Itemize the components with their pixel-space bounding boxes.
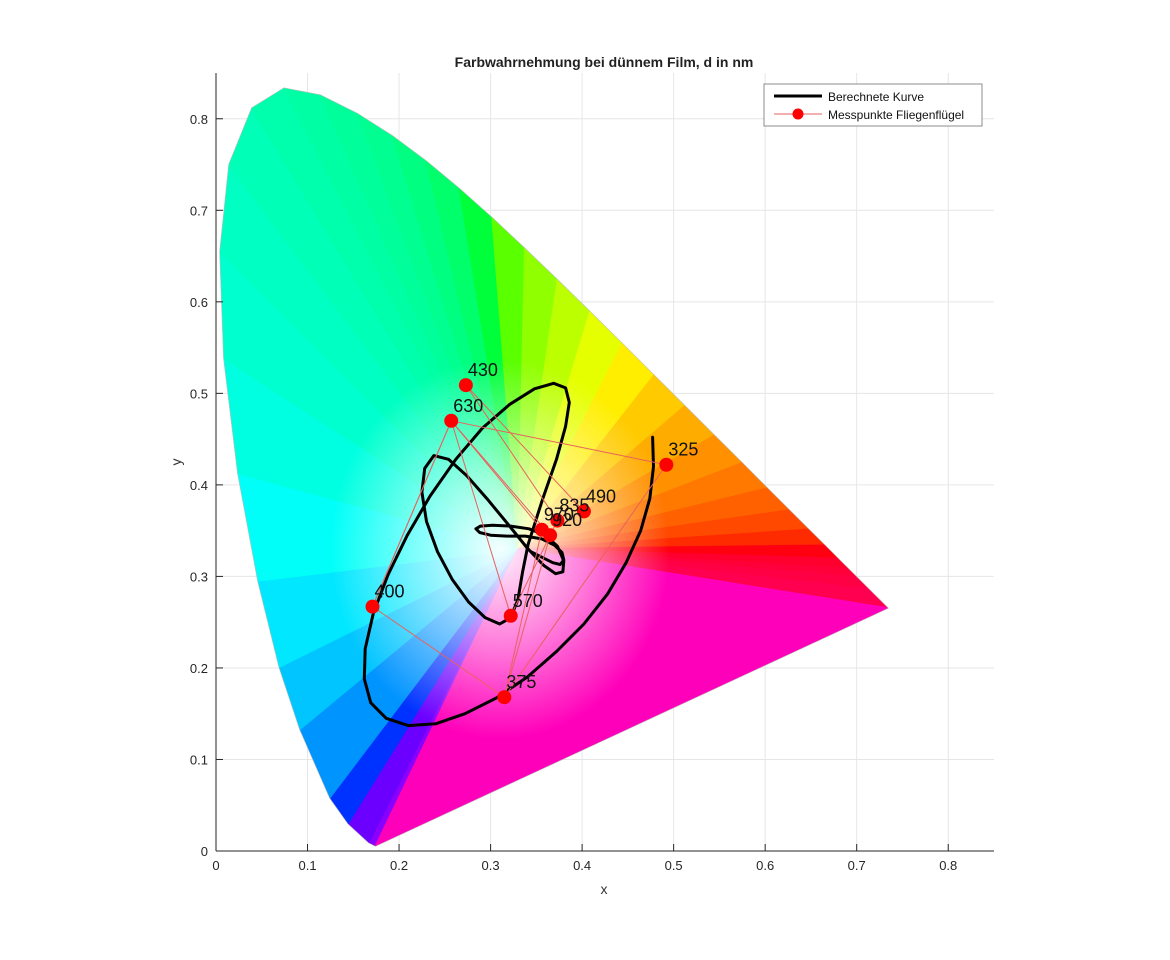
measurement-connector — [503, 529, 543, 698]
measurement-point-430 — [458, 378, 473, 393]
x-tick-label: 0.8 — [939, 858, 957, 873]
x-tick-label: 0.2 — [390, 858, 408, 873]
measurement-connector — [372, 420, 452, 607]
measurement-connector — [503, 464, 667, 698]
y-tick-label: 0 — [201, 844, 208, 859]
color-gamut-fill — [219, 87, 889, 847]
measurement-label-630: 630 — [453, 396, 483, 416]
white-point-glow — [329, 358, 670, 739]
measurement-point-970 — [534, 522, 549, 537]
spectral-locus-outline — [219, 87, 890, 847]
x-axis-ticks: 0 0.1 0.2 0.3 0.4 0.5 0.6 0.7 0.8 — [212, 844, 957, 873]
measurement-connector — [450, 420, 512, 616]
measurement-connector — [450, 420, 543, 531]
x-tick-label: 0.6 — [756, 858, 774, 873]
y-tick-label: 0.3 — [190, 569, 208, 584]
y-tick-label: 0.4 — [190, 478, 208, 493]
measurement-connector — [372, 606, 505, 698]
x-tick-label: 0.4 — [573, 858, 591, 873]
y-tick-label: 0.7 — [190, 203, 208, 218]
legend-marker-swatch — [792, 108, 804, 120]
measurement-label-570: 570 — [513, 591, 543, 611]
measurement-point-490 — [576, 504, 591, 519]
x-axis-label: x — [601, 881, 608, 897]
y-axis-ticks: 0 0.1 0.2 0.3 0.4 0.5 0.6 0.7 0.8 — [190, 112, 223, 859]
measurement-point-570 — [503, 608, 518, 623]
measurement-connector — [451, 420, 667, 466]
y-tick-label: 0.8 — [190, 112, 208, 127]
measurement-label-430: 430 — [468, 360, 498, 380]
measurement-point-630 — [444, 413, 459, 428]
measurement-point-400 — [365, 599, 380, 614]
measurement-label-835: 835 — [559, 496, 589, 516]
y-tick-label: 0.6 — [190, 295, 208, 310]
legend-label-curve: Berechnete Kurve — [828, 90, 924, 104]
legend-box — [763, 83, 983, 127]
y-tick-label: 0.2 — [190, 661, 208, 676]
measurement-label-325: 325 — [668, 440, 698, 460]
measurement-label-400: 400 — [375, 582, 405, 602]
measurement-label-970: 970 — [544, 505, 574, 525]
y-tick-label: 0.1 — [190, 752, 208, 767]
measurement-label-920: 920 — [552, 510, 582, 530]
measurement-point-375 — [497, 690, 512, 705]
x-tick-label: 0 — [212, 858, 219, 873]
chart-title: Farbwahrnehmung bei dünnem Film, d in nm — [455, 54, 754, 70]
calculated-curve — [362, 381, 655, 728]
legend-label-points: Messpunkte Fliegenflügel — [828, 108, 964, 122]
measurement-point-835 — [550, 513, 565, 528]
measurement-connector — [503, 535, 551, 698]
chromaticity-area — [219, 87, 890, 847]
measurement-label-490: 490 — [586, 486, 616, 506]
axes — [215, 73, 994, 852]
measurement-connector — [465, 384, 585, 512]
legend: Berechnete Kurve Messpunkte Fliegenflüge… — [763, 83, 983, 127]
measurement-connector — [465, 384, 558, 521]
y-axis-label: y — [168, 459, 184, 466]
x-tick-label: 0.3 — [482, 858, 500, 873]
x-tick-label: 0.1 — [298, 858, 316, 873]
measurement-label-375: 375 — [506, 672, 536, 692]
measurement-point-325 — [659, 457, 674, 472]
x-tick-label: 0.5 — [665, 858, 683, 873]
x-tick-label: 0.7 — [848, 858, 866, 873]
y-tick-label: 0.5 — [190, 386, 208, 401]
